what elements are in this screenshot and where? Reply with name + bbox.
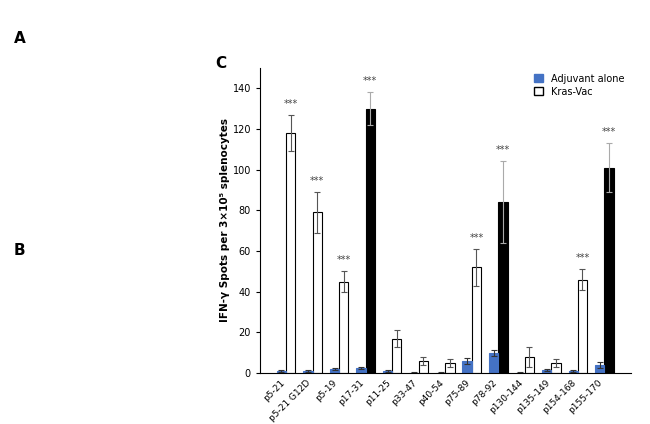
Text: ***: ***	[469, 233, 484, 243]
Text: ***: ***	[310, 176, 324, 186]
Text: ***: ***	[283, 98, 298, 109]
Bar	[366, 109, 375, 373]
Bar	[499, 202, 508, 373]
Bar	[304, 371, 313, 373]
Bar	[569, 371, 578, 373]
Text: ***: ***	[337, 255, 351, 265]
Bar	[339, 282, 348, 373]
Bar	[578, 279, 587, 373]
Bar	[313, 212, 322, 373]
Bar	[330, 369, 339, 373]
Bar	[419, 361, 428, 373]
Text: ***: ***	[602, 127, 616, 137]
Bar	[604, 167, 614, 373]
Bar	[551, 363, 560, 373]
Text: ***: ***	[496, 145, 510, 155]
Legend: Adjuvant alone, Kras-Vac: Adjuvant alone, Kras-Vac	[530, 70, 629, 100]
Text: ***: ***	[363, 76, 378, 86]
Bar	[463, 361, 472, 373]
Bar	[286, 133, 295, 373]
Text: ***: ***	[575, 253, 590, 263]
Bar	[277, 371, 286, 373]
Bar	[445, 363, 454, 373]
Bar	[392, 338, 402, 373]
Bar	[525, 357, 534, 373]
Bar	[383, 371, 392, 373]
Y-axis label: IFN-γ Spots per 3×10⁵ splenocytes: IFN-γ Spots per 3×10⁵ splenocytes	[220, 118, 229, 323]
Bar	[472, 267, 481, 373]
Bar	[489, 353, 499, 373]
Bar	[595, 365, 604, 373]
Bar	[356, 368, 366, 373]
Text: A: A	[14, 31, 25, 46]
Text: B: B	[14, 243, 25, 258]
Text: C: C	[216, 56, 227, 71]
Bar	[542, 370, 551, 373]
